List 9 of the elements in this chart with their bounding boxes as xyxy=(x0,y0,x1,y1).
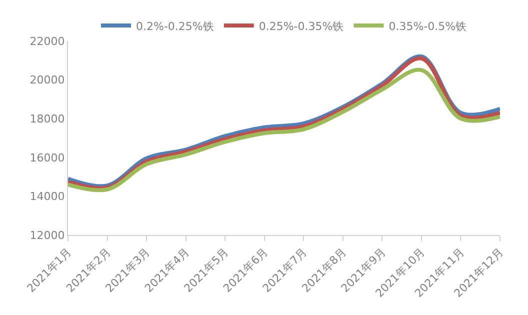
legend-label: 0.35%-0.5%铁 xyxy=(388,20,467,33)
y-tick-label: 20000 xyxy=(30,74,65,87)
y-tick-label: 22000 xyxy=(30,34,65,48)
y-tick-label: 14000 xyxy=(30,190,65,204)
y-tick-label: 18000 xyxy=(30,112,65,126)
legend-label: 0.2%-0.25%铁 xyxy=(136,20,214,33)
y-tick-label: 12000 xyxy=(30,228,65,242)
legend-label: 0.25%-0.35%铁 xyxy=(258,20,344,33)
y-tick-label: 16000 xyxy=(30,151,65,164)
